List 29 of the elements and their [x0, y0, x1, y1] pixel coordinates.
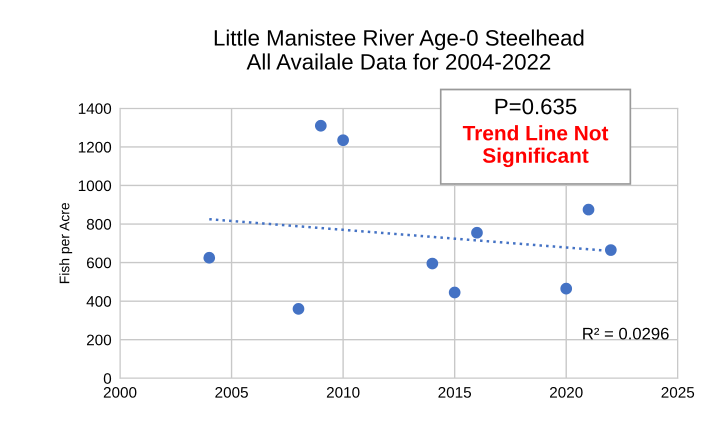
- y-tick-label: 1200: [78, 142, 112, 153]
- x-tick-label: 2020: [550, 386, 583, 398]
- x-tick-label: 2000: [104, 386, 136, 398]
- point: [560, 282, 572, 294]
- point: [604, 244, 617, 256]
- annotation: P=0.635: [496, 98, 576, 114]
- point: [448, 286, 461, 298]
- y-tick-label: 200: [86, 334, 112, 346]
- y-tick-label: 0: [104, 373, 112, 384]
- annotation: R² = 0.0296: [583, 328, 669, 340]
- point: [203, 252, 216, 264]
- y-tick-label: 600: [86, 257, 112, 268]
- y-tick-label: 1000: [78, 180, 112, 192]
- y-axis-title: Fish per Acre: [59, 203, 72, 284]
- x-tick-label: 2015: [438, 386, 472, 398]
- point: [426, 258, 438, 270]
- x-tick-label: 2010: [326, 386, 360, 398]
- x-tick-label: 2025: [662, 386, 694, 398]
- y-tick-label: 800: [86, 218, 112, 230]
- annotation: Trend Line Not Significant: [462, 125, 608, 168]
- x-tick-label: 2005: [215, 386, 248, 398]
- point: [582, 204, 594, 216]
- point: [292, 303, 304, 315]
- point: [314, 120, 327, 132]
- point: [471, 226, 483, 239]
- chart-title: Little Manistee River Age-0 Steelhead All Availale Data for 2004-2022: [214, 29, 584, 70]
- y-tick-label: 400: [86, 296, 112, 307]
- point: [337, 134, 349, 146]
- y-tick-label: 1400: [78, 103, 112, 114]
